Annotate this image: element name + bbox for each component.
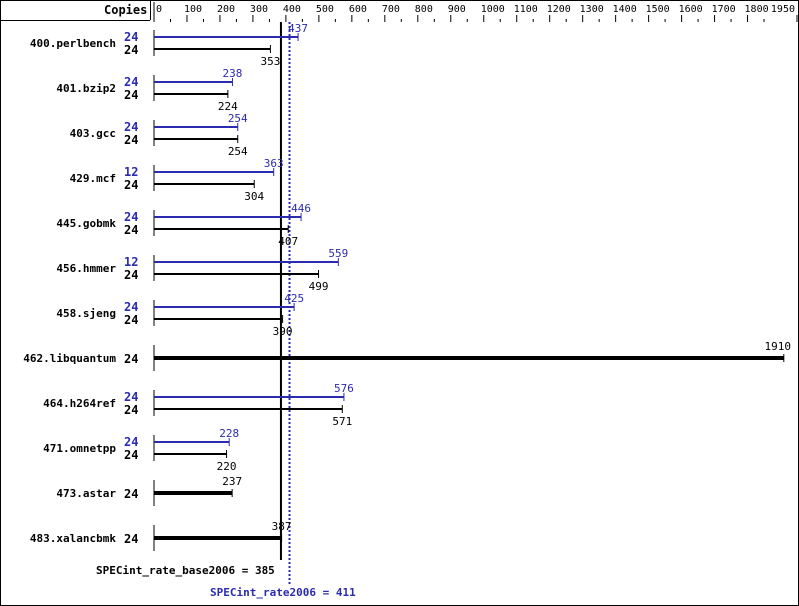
base-value-label: 353: [260, 55, 280, 68]
peak-value-label: 559: [328, 247, 348, 260]
base-copies: 24: [124, 178, 138, 192]
peak-copies: 24: [124, 75, 138, 89]
base-copies: 24: [124, 268, 138, 282]
peak-value-label: 254: [228, 112, 248, 125]
benchmark-label: 462.libquantum: [23, 352, 116, 365]
tick-label: 800: [415, 4, 433, 15]
peak-value-label: 437: [288, 22, 308, 35]
tick-label: 1700: [712, 4, 736, 15]
base-value-label: 407: [278, 235, 298, 248]
benchmark-label: 464.h264ref: [43, 397, 116, 410]
tick-label: 400: [283, 4, 301, 15]
benchmark-label: 445.gobmk: [56, 217, 116, 230]
tick-label: 700: [382, 4, 400, 15]
benchmark-label: 456.hmmer: [56, 262, 116, 275]
base-copies: 24: [124, 133, 138, 147]
tick-label: 1400: [613, 4, 637, 15]
peak-value-label: 576: [334, 382, 354, 395]
peak-copies: 24: [124, 30, 138, 44]
tick-label: 100: [184, 4, 202, 15]
peak-copies: 24: [124, 120, 138, 134]
axis-header: Copies: [104, 3, 147, 17]
base-value-label: 1910: [765, 340, 792, 353]
peak-value-label: 228: [219, 427, 239, 440]
peak-copies: 12: [124, 165, 138, 179]
tick-label: 1800: [745, 4, 769, 15]
tick-label: 600: [349, 4, 367, 15]
tick-label: 1100: [514, 4, 538, 15]
base-value-label: 254: [228, 145, 248, 158]
tick-label: 300: [250, 4, 268, 15]
tick-label: 1300: [580, 4, 604, 15]
benchmark-label: 471.omnetpp: [43, 442, 116, 455]
benchmark-label: 400.perlbench: [30, 37, 116, 50]
base-copies: 24: [124, 403, 138, 417]
peak-value-label: 446: [291, 202, 311, 215]
base-copies: 24: [124, 352, 138, 366]
tick-label: 900: [448, 4, 466, 15]
tick-label: 500: [316, 4, 334, 15]
base-value-label: 571: [332, 415, 352, 428]
tick-label: 1500: [646, 4, 670, 15]
tick-label: 1200: [547, 4, 571, 15]
benchmark-label: 483.xalancbmk: [30, 532, 116, 545]
peak-copies: 24: [124, 390, 138, 404]
peak-copies: 24: [124, 435, 138, 449]
peak-value-label: 238: [223, 67, 243, 80]
base-copies: 24: [124, 313, 138, 327]
base-copies: 24: [124, 532, 138, 546]
base-copies: 24: [124, 448, 138, 462]
tick-label: 0: [156, 4, 162, 15]
base-value-label: 237: [222, 475, 242, 488]
benchmark-label: 458.sjeng: [56, 307, 116, 320]
peak-copies: 24: [124, 210, 138, 224]
peak-value-label: 425: [284, 292, 304, 305]
peak-copies: 24: [124, 300, 138, 314]
benchmark-label: 429.mcf: [70, 172, 116, 185]
base-value-label: 304: [244, 190, 264, 203]
peak-copies: 12: [124, 255, 138, 269]
benchmark-label: 473.astar: [56, 487, 116, 500]
benchmark-label: 403.gcc: [70, 127, 116, 140]
base-copies: 24: [124, 487, 138, 501]
base-value-label: 390: [273, 325, 293, 338]
base-value-label: 220: [217, 460, 237, 473]
benchmark-label: 401.bzip2: [56, 82, 116, 95]
base-value-label: 224: [218, 100, 238, 113]
peak-metric-label: SPECint_rate2006 = 411: [210, 586, 356, 599]
tick-label: 1950: [771, 4, 795, 15]
base-value-label: 499: [309, 280, 329, 293]
base-copies: 24: [124, 223, 138, 237]
base-value-label: 387: [272, 520, 292, 533]
base-copies: 24: [124, 43, 138, 57]
peak-value-label: 363: [264, 157, 284, 170]
tick-label: 1000: [481, 4, 505, 15]
tick-label: 1600: [679, 4, 703, 15]
base-copies: 24: [124, 88, 138, 102]
tick-label: 200: [217, 4, 235, 15]
base-metric-label: SPECint_rate_base2006 = 385: [96, 564, 275, 577]
